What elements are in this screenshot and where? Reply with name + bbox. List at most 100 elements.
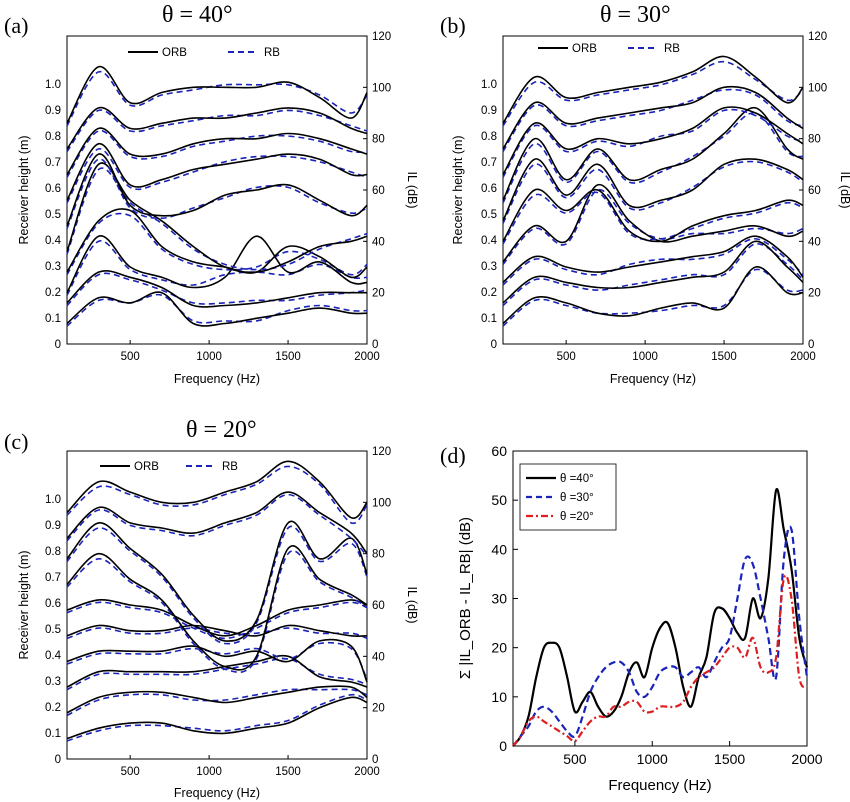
panel-letter: (d) [440,443,466,468]
y-tick-label: 0.4 [481,235,498,247]
y2-tick-label: 100 [808,82,827,94]
y-tick-label: 0.2 [45,702,61,714]
orb-curve-h1 [502,55,804,124]
orb-curve-h0.6 [66,598,368,637]
orb-curve-h0.7 [66,545,368,671]
x-tick-label: 500 [563,751,587,767]
y-tick-label: 1.0 [45,494,61,506]
y2-tick-label: 100 [372,82,391,94]
x-tick-label: 500 [557,351,576,363]
y2-tick-label: 120 [372,31,391,43]
y-tick-label: 1.0 [481,79,497,91]
orb-curve-h0.8 [66,127,368,176]
x-tick-label: 500 [121,351,140,363]
y-tick-label: 0.6 [45,183,61,195]
x-axis-label: Frequency (Hz) [174,786,260,800]
x-tick-label: 500 [121,766,140,778]
x-tick-labels: 500 1000 1500 2000 [121,340,380,363]
x-tick-label: 2000 [354,766,380,778]
orb-curve-h0.9 [502,85,804,150]
x-tick-labels: 500 1000 1500 2000 [563,741,823,767]
panel-title: θ = 40° [162,2,233,28]
x-tick-label: 1500 [714,751,745,767]
rb-curve-h0.6 [66,601,368,640]
orb-curve-h0.3 [502,235,804,284]
y2-tick-label: 80 [808,134,821,146]
rb-curve-h0.3 [502,237,804,286]
rb-curve-h1 [66,71,368,127]
legend: ORB RB [100,461,238,473]
legend: θ =40° θ =30° θ =20° [519,463,617,531]
y-tick-label: 0.9 [45,520,61,532]
rb-curve-h0.3 [66,240,368,296]
y2-tick-label: 0 [372,754,378,766]
y-tick-label: 50 [491,492,507,508]
y-axis-label: Receiver height (m) [17,550,31,659]
rb-curve-h0.4 [66,641,368,680]
rb-curve-h0.5 [502,191,804,245]
y-tick-label: 0.6 [45,598,61,610]
y-tick-label: 0.7 [481,157,497,169]
x-axis-label: Frequency (Hz) [608,777,711,794]
legend-label-20: θ =20° [560,511,594,523]
rb-curve-h0.4 [66,212,368,276]
orb-curve-h0.1 [66,696,368,740]
y-tick-labels: 0 0.1 0.2 0.3 0.4 0.5 0.6 0.7 0.8 0.9 1.0 [45,450,367,766]
orb-curve-h0.6 [66,153,368,227]
y-tick-label: 0.5 [45,624,61,636]
panel-c: (c) θ = 20° ORB RB 0 0.1 0.2 0.3 0.4 0.5 0.6 0.… [4,417,419,800]
y2-tick-label: 40 [808,236,821,248]
y2-axis-label: IL (dB) [405,586,419,623]
rb-curve-h0.6 [502,160,804,224]
y2-axis-label: IL (dB) [838,171,850,208]
y-tick-label: 0.2 [481,287,497,299]
y2-tick-label: 40 [372,236,385,248]
y2-tick-label: 20 [372,288,385,300]
x-tick-label: 1000 [196,766,222,778]
x-tick-label: 1500 [275,351,301,363]
y-tick-label: 0.5 [481,209,497,221]
orb-curve-h0.2 [502,240,804,304]
y2-tick-label: 60 [808,185,821,197]
x-axis-label: Frequency (Hz) [174,372,260,386]
y-axis-label: Receiver height (m) [451,135,465,244]
y2-tick-label: 0 [372,339,378,351]
sum-curve-dashdot [512,574,808,747]
rb-curve-h0.8 [66,525,368,645]
rb-curve-h0.2 [66,688,368,717]
y-tick-label: 0 [499,738,507,754]
y-tick-label: 1.0 [45,79,61,91]
y-tick-label: 0.2 [45,287,61,299]
orb-curve-h0.3 [66,235,368,294]
y2-tick-label: 40 [372,651,385,663]
sum-curve-solid [512,488,809,747]
orb-curve-h0.5 [66,162,368,274]
x-tick-label: 2000 [790,351,816,363]
orb-curve-h0.4 [66,638,368,683]
orb-curve-h0.7 [66,143,368,201]
x-tick-label: 1000 [632,351,658,363]
rb-curve-h0.9 [502,88,804,152]
y-tick-label: 0.7 [45,572,61,584]
x-tick-label: 1000 [637,751,668,767]
legend-label-orb: ORB [162,47,187,59]
y-tick-label: 0.9 [45,105,61,117]
y-tick-label: 0 [55,754,61,766]
y-tick-labels: 0 10 20 30 40 50 60 [491,443,518,754]
y-tick-label: 0 [55,339,61,351]
panel-d: (d) θ =40° θ =30° θ =20° 0 10 20 30 40 50 60 5… [440,443,823,794]
x-axis-label: Frequency (Hz) [610,372,696,386]
x-tick-label: 2000 [354,351,380,363]
panel-b: (b) θ = 30° ORB RB 0 0.1 0.2 0.3 0.4 0.5 0.6 0.… [440,2,850,386]
x-tick-label: 1500 [275,766,301,778]
legend-label-40: θ =40° [560,473,594,485]
y2-tick-label: 60 [372,185,385,197]
y-tick-label: 20 [491,640,507,656]
rb-curve-h0.7 [66,550,368,673]
panel-letter: (c) [4,429,28,454]
y-tick-label: 0.8 [481,131,497,143]
legend: ORB RB [538,43,680,55]
rb-curve-h0.2 [66,272,368,307]
x-tick-label: 2000 [791,751,822,767]
rb-curve-h0.1 [66,693,368,742]
